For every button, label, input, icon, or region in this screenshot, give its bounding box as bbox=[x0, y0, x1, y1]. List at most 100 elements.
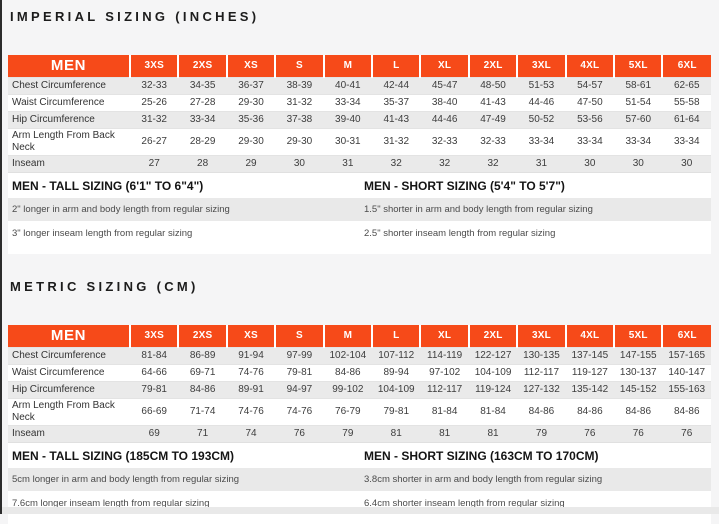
size-column-header-3xl: 3XL bbox=[516, 55, 566, 77]
size-value: 155-163 bbox=[662, 380, 711, 398]
measurement-label: Inseam bbox=[8, 424, 130, 442]
size-column-header-4xl: 4XL bbox=[564, 55, 615, 77]
metric-section-title: METRIC SIZING (CM) bbox=[10, 279, 199, 294]
metric-short-sizing-header: MEN - SHORT SIZING (163CM TO 170CM) bbox=[360, 442, 711, 468]
measurement-label: Hip Circumference bbox=[8, 380, 130, 398]
imperial-measurement-row: Chest Circumference 32-33 34-35 36-37 38-39 4… bbox=[8, 76, 711, 94]
size-value: 104-109 bbox=[468, 363, 518, 381]
imperial-short-sizing-header: MEN - SHORT SIZING (5'4" TO 5'7") bbox=[360, 172, 711, 198]
size-value: 30 bbox=[662, 154, 711, 172]
metric-measurement-row: Chest Circumference 81-84 86-89 91-94 97-99 1… bbox=[8, 346, 711, 364]
size-value: 79-81 bbox=[130, 380, 179, 398]
size-value: 104-109 bbox=[372, 380, 421, 398]
size-column-header-l: L bbox=[371, 55, 421, 77]
size-value: 62-65 bbox=[662, 76, 711, 94]
size-value: 94-97 bbox=[275, 380, 324, 398]
size-value: 55-58 bbox=[662, 93, 711, 111]
size-column-header-xl: XL bbox=[419, 55, 469, 77]
size-value: 47-49 bbox=[468, 110, 518, 128]
size-value: 76-79 bbox=[323, 397, 373, 425]
size-value: 76 bbox=[275, 424, 324, 442]
size-value: 89-91 bbox=[226, 380, 276, 398]
imperial-section-title: IMPERIAL SIZING (INCHES) bbox=[10, 9, 260, 24]
next-section-divider bbox=[0, 507, 719, 514]
size-value: 66-69 bbox=[130, 397, 179, 425]
size-value: 114-119 bbox=[420, 346, 469, 364]
size-column-header-m: M bbox=[322, 325, 373, 347]
size-value: 130-137 bbox=[614, 363, 663, 381]
size-value: 127-132 bbox=[517, 380, 566, 398]
size-value: 97-102 bbox=[420, 363, 469, 381]
size-column-header-2xl: 2XL bbox=[467, 325, 518, 347]
size-column-header-5xl: 5XL bbox=[613, 55, 663, 77]
size-column-header-l: L bbox=[371, 325, 421, 347]
imperial-sizing-table: MEN 3XS 2XS XS S M L XL 2XL 3XL 4XL 5XL 6XL Chest Cir… bbox=[8, 55, 711, 172]
size-value: 51-53 bbox=[517, 76, 566, 94]
size-value: 44-46 bbox=[420, 110, 469, 128]
size-column-header-2xl: 2XL bbox=[467, 55, 518, 77]
size-value: 28-29 bbox=[178, 127, 227, 155]
size-value: 38-40 bbox=[420, 93, 469, 111]
size-value: 119-127 bbox=[565, 363, 615, 381]
size-value: 32 bbox=[372, 154, 421, 172]
size-value: 31 bbox=[323, 154, 373, 172]
table-header-men: MEN bbox=[8, 325, 130, 347]
size-value: 54-57 bbox=[565, 76, 615, 94]
measurement-label: Inseam bbox=[8, 154, 130, 172]
size-value: 32 bbox=[468, 154, 518, 172]
metric-measurement-row: Arm Length From Back Neck 66-69 71-74 74-76… bbox=[8, 397, 711, 425]
size-value: 31 bbox=[517, 154, 566, 172]
metric-sizing-table: MEN 3XS 2XS XS S M L XL 2XL 3XL 4XL 5XL 6XL Chest Cir… bbox=[8, 325, 711, 442]
size-value: 79-81 bbox=[275, 363, 324, 381]
size-column-header-3xs: 3XS bbox=[128, 55, 179, 77]
metric-tall-note-1: 5cm longer in arm and body length from r… bbox=[8, 468, 360, 491]
size-value: 31-32 bbox=[130, 110, 179, 128]
imperial-tall-note-1: 2" longer in arm and body length from re… bbox=[8, 198, 360, 221]
size-value: 39-40 bbox=[323, 110, 373, 128]
size-column-header-xl: XL bbox=[419, 325, 469, 347]
size-value: 38-39 bbox=[275, 76, 324, 94]
size-value: 135-142 bbox=[565, 380, 615, 398]
size-value: 31-32 bbox=[275, 93, 324, 111]
size-value: 84-86 bbox=[323, 363, 373, 381]
size-value: 31-32 bbox=[372, 127, 421, 155]
size-value: 86-89 bbox=[178, 346, 227, 364]
size-value: 97-99 bbox=[275, 346, 324, 364]
measurement-label: Arm Length From Back Neck bbox=[8, 397, 130, 425]
size-value: 58-61 bbox=[614, 76, 663, 94]
size-value: 33-34 bbox=[614, 127, 663, 155]
size-value: 74 bbox=[226, 424, 276, 442]
size-value: 145-152 bbox=[614, 380, 663, 398]
size-value: 112-117 bbox=[420, 380, 469, 398]
size-column-header-s: S bbox=[274, 55, 324, 77]
size-column-header-s: S bbox=[274, 325, 324, 347]
size-value: 35-36 bbox=[226, 110, 276, 128]
size-column-header-6xl: 6XL bbox=[661, 55, 711, 77]
size-value: 42-44 bbox=[372, 76, 421, 94]
metric-measurement-row: Waist Circumference 64-66 69-71 74-76 79-81 8… bbox=[8, 363, 711, 381]
measurement-label: Chest Circumference bbox=[8, 76, 130, 94]
metric-table-header-row: MEN 3XS 2XS XS S M L XL 2XL 3XL 4XL 5XL 6XL bbox=[8, 325, 711, 347]
size-value: 74-76 bbox=[226, 397, 276, 425]
size-value: 81-84 bbox=[468, 397, 518, 425]
imperial-short-note-1: 1.5" shorter in arm and body length from… bbox=[360, 198, 711, 221]
size-value: 79 bbox=[323, 424, 373, 442]
window-left-edge bbox=[0, 0, 2, 514]
size-value: 74-76 bbox=[226, 363, 276, 381]
size-value: 107-112 bbox=[372, 346, 421, 364]
measurement-label: Hip Circumference bbox=[8, 110, 130, 128]
size-value: 147-155 bbox=[614, 346, 663, 364]
size-value: 30 bbox=[614, 154, 663, 172]
size-value: 140-147 bbox=[662, 363, 711, 381]
size-value: 37-38 bbox=[275, 110, 324, 128]
size-value: 32 bbox=[420, 154, 469, 172]
size-value: 48-50 bbox=[468, 76, 518, 94]
size-value: 81 bbox=[372, 424, 421, 442]
size-value: 34-35 bbox=[178, 76, 227, 94]
size-value: 137-145 bbox=[565, 346, 615, 364]
size-value: 71-74 bbox=[178, 397, 227, 425]
size-column-header-4xl: 4XL bbox=[564, 325, 615, 347]
metric-tall-sizing-header: MEN - TALL SIZING (185CM TO 193CM) bbox=[8, 442, 360, 468]
size-value: 41-43 bbox=[468, 93, 518, 111]
size-value: 76 bbox=[565, 424, 615, 442]
